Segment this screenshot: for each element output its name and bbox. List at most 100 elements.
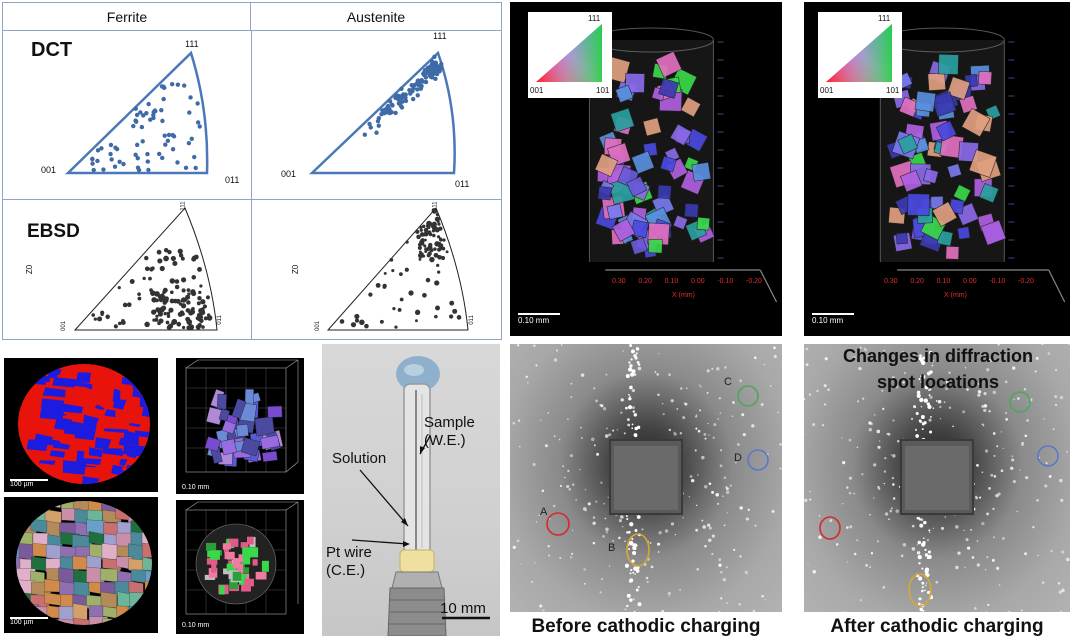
diffraction-spot <box>1066 557 1070 562</box>
diffraction-spot <box>992 536 995 539</box>
grain-cube <box>980 219 1007 246</box>
grain-cube <box>937 53 959 75</box>
grain-cube <box>248 547 259 558</box>
diffraction-spot <box>931 364 934 367</box>
orientation-dot <box>187 320 192 326</box>
diffraction-spot <box>981 522 985 526</box>
austenite-grain <box>125 464 142 480</box>
orientation-dot <box>399 297 404 302</box>
grain-cube <box>222 543 231 550</box>
grain-cube <box>945 245 960 260</box>
grain-cube <box>206 542 217 551</box>
diffraction-spot <box>1017 397 1020 400</box>
orientation-dot <box>137 292 141 297</box>
diffraction-spot <box>707 538 712 543</box>
grain-cube <box>241 582 251 592</box>
diffraction-spot <box>512 545 516 549</box>
orientation-dot <box>449 300 455 306</box>
grain-cube <box>930 91 957 117</box>
legend-111-before: 111 <box>588 14 601 23</box>
diffraction-spot <box>683 402 685 404</box>
grain <box>117 631 132 633</box>
orientation-dot <box>434 314 438 319</box>
diffraction-spot <box>1004 380 1008 384</box>
austenite-grain <box>74 380 93 388</box>
diffraction-spot <box>895 385 899 389</box>
diffraction-spot <box>824 357 828 361</box>
diffraction-spot <box>635 588 639 592</box>
orientation-dot <box>109 157 114 162</box>
grain-cube <box>267 405 283 418</box>
orientation-dot <box>437 254 442 260</box>
orientation-dot <box>197 266 202 272</box>
diffraction-spot <box>726 490 730 494</box>
orientation-dot <box>186 300 191 305</box>
orientation-dot <box>437 222 441 226</box>
diffraction-spot <box>605 531 608 534</box>
diffraction-spot <box>1013 398 1015 401</box>
diffraction-spot <box>670 522 675 526</box>
diffraction-spot <box>658 531 662 535</box>
diffraction-spot <box>777 411 779 413</box>
diffraction-spot <box>809 498 812 501</box>
row-label-ebsd: EBSD <box>27 221 80 242</box>
x-tick: 0.00 <box>962 278 977 285</box>
grain <box>19 501 37 516</box>
austenite-grain <box>83 414 100 427</box>
diffraction-spot <box>992 432 996 435</box>
diffraction-spot <box>992 390 997 395</box>
legend-101-before: 101 <box>596 86 610 95</box>
ipf-legend-triangle-after <box>826 24 892 82</box>
highlight-circle <box>908 573 932 607</box>
diffraction-spot <box>708 434 710 436</box>
orientation-dot <box>434 241 440 247</box>
diffraction-spot <box>918 597 922 601</box>
diffraction-spot <box>738 603 741 606</box>
diffraction-spot <box>927 554 932 560</box>
diffraction-spot <box>562 465 564 467</box>
diffraction-spot <box>628 361 631 364</box>
diffraction-spot <box>712 436 715 439</box>
diffraction-spot <box>859 599 862 602</box>
axis-line <box>1048 269 1066 303</box>
diffraction-spot <box>632 550 637 556</box>
diffraction-spot <box>864 348 868 352</box>
diffraction-spot <box>848 491 852 495</box>
orientation-dot <box>176 321 182 327</box>
orientation-dot <box>415 93 420 98</box>
diffraction-spot <box>725 487 729 491</box>
diffraction-spot <box>689 475 693 478</box>
x-tick: 0.10 <box>936 278 951 285</box>
diffraction-spot <box>970 528 973 531</box>
diffraction-spot <box>701 455 705 460</box>
diffraction-spot <box>633 413 638 417</box>
orientation-dot <box>169 298 175 304</box>
grain <box>142 616 152 625</box>
austenite-grain <box>123 444 148 456</box>
diffraction-spot <box>853 492 855 495</box>
diffraction-spot <box>856 400 860 403</box>
orientation-dot <box>368 125 373 130</box>
legend-111-after: 111 <box>878 14 891 23</box>
orientation-dot <box>429 256 435 263</box>
diffraction-spot <box>635 347 640 351</box>
orientation-dot <box>419 77 424 83</box>
diffraction-spot <box>633 373 637 376</box>
diffraction-spot <box>718 558 722 562</box>
orientation-dot <box>148 117 153 122</box>
spot-label-a: A <box>540 506 548 518</box>
diffraction-spot <box>1024 552 1028 556</box>
austenite-grain <box>76 372 91 384</box>
dct-austenite-011: 011 <box>455 179 470 189</box>
diffraction-spot <box>716 367 720 371</box>
row-label-dct: DCT <box>31 39 73 61</box>
diffraction-spot <box>919 397 924 403</box>
diffraction-spot <box>525 375 528 378</box>
diffraction-spot <box>548 554 551 557</box>
diffraction-spot <box>633 547 637 550</box>
diffraction-spot <box>835 543 839 546</box>
diffraction-spot <box>913 405 916 409</box>
diffraction-spot <box>964 566 966 569</box>
x-tick: 0.30 <box>884 278 898 285</box>
diffraction-spot <box>1011 455 1014 458</box>
